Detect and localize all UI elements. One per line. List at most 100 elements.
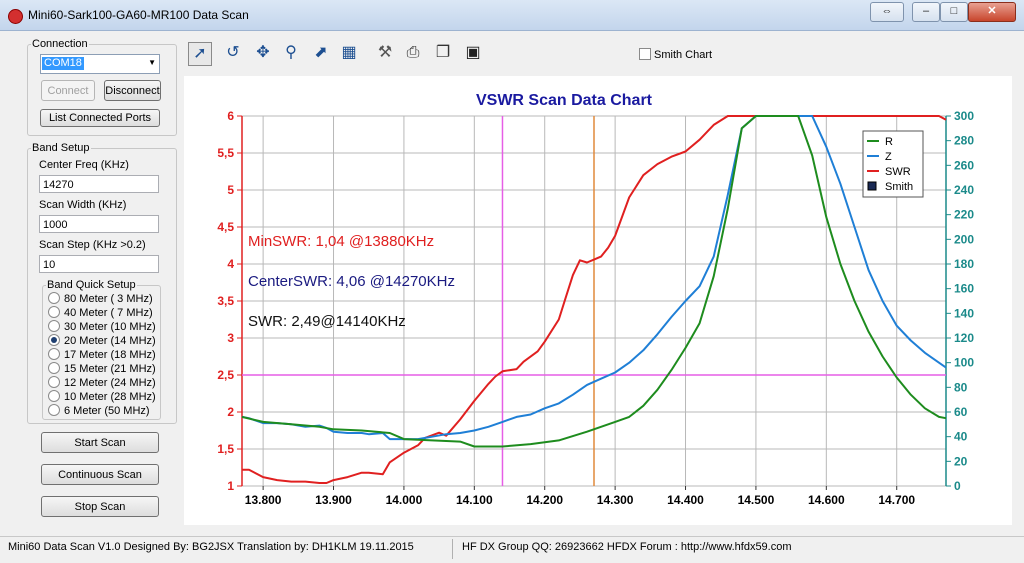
connect-button[interactable]: Connect bbox=[41, 80, 95, 101]
band-radio-17m[interactable]: 17 Meter (18 MHz) bbox=[48, 348, 198, 362]
x-tick-label: 13.900 bbox=[315, 493, 352, 507]
smith-chart-checkbox[interactable]: Smith Chart bbox=[639, 48, 712, 61]
left-tick-label: 4 bbox=[227, 257, 234, 271]
com-port-value: COM18 bbox=[42, 57, 84, 70]
right-tick-label: 80 bbox=[954, 380, 968, 394]
band-radio-15m[interactable]: 15 Meter (21 MHz) bbox=[48, 362, 198, 376]
x-tick-label: 14.600 bbox=[808, 493, 845, 507]
min-swr-annotation: MinSWR: 1,04 @13880KHz bbox=[248, 233, 434, 250]
zoom-icon[interactable]: ⚲ bbox=[285, 44, 297, 61]
title-bar: Mini60-Sark100-GA60-MR100 Data Scan ⇔ – … bbox=[0, 0, 1024, 31]
chart-area[interactable]: VSWR Scan Data Chart 1 1,5 2 2,5 3 3,5 4 4,5 5 5,5… bbox=[184, 76, 1012, 525]
band-radio-80m[interactable]: 80 Meter ( 3 MHz) bbox=[48, 292, 198, 306]
right-tick-label: 0 bbox=[954, 479, 961, 493]
legend-label-z: Z bbox=[885, 151, 892, 163]
stop-scan-button[interactable]: Stop Scan bbox=[41, 496, 159, 517]
grid-icon[interactable]: ▦ bbox=[341, 44, 357, 61]
connection-group-label: Connection bbox=[31, 38, 89, 50]
radio-button-icon bbox=[48, 348, 60, 360]
connection-group bbox=[27, 44, 177, 136]
scan-step-label: Scan Step (KHz >0.2) bbox=[39, 239, 146, 251]
x-tick-label: 13.800 bbox=[245, 493, 282, 507]
band-radio-10m[interactable]: 10 Meter (28 MHz) bbox=[48, 390, 198, 404]
band-radio-30m[interactable]: 30 Meter (10 MHz) bbox=[48, 320, 198, 334]
print-icon[interactable]: ⎙ bbox=[406, 44, 420, 61]
x-tick-label: 14.700 bbox=[878, 493, 915, 507]
series-line-r bbox=[241, 115, 947, 448]
maximize-button[interactable]: □ bbox=[940, 2, 968, 22]
right-tick-label: 300 bbox=[954, 109, 974, 123]
copy-icon[interactable]: ❐ bbox=[435, 44, 451, 61]
band-radio-12m[interactable]: 12 Meter (24 MHz) bbox=[48, 376, 198, 390]
left-tick-label: 6 bbox=[227, 109, 234, 123]
start-scan-button[interactable]: Start Scan bbox=[41, 432, 159, 453]
band-radio-20m[interactable]: 20 Meter (14 MHz) bbox=[48, 334, 198, 348]
save-icon[interactable]: ▣ bbox=[465, 44, 481, 61]
radio-button-icon bbox=[48, 306, 60, 318]
status-bar: Mini60 Data Scan V1.0 Designed By: BG2JS… bbox=[0, 536, 1024, 563]
chart-toolbar: ➚ ↺ ✥ ⚲ ⬈ ▦ ⚒ ⎙ ❐ ▣ bbox=[184, 38, 1010, 70]
radio-button-icon bbox=[48, 292, 60, 304]
radio-button-icon bbox=[48, 390, 60, 402]
list-ports-button[interactable]: List Connected Ports bbox=[40, 109, 160, 127]
center-freq-input[interactable]: 14270 bbox=[39, 175, 159, 193]
legend-label-r: R bbox=[885, 136, 893, 148]
scan-step-input[interactable]: 10 bbox=[39, 255, 159, 273]
band-radio-40m[interactable]: 40 Meter ( 7 MHz) bbox=[48, 306, 198, 320]
left-tick-label: 2,5 bbox=[217, 368, 234, 382]
right-tick-label: 260 bbox=[954, 158, 974, 172]
right-tick-label: 120 bbox=[954, 331, 974, 345]
minimize-button[interactable]: – bbox=[912, 2, 940, 22]
pan-icon[interactable]: ✥ bbox=[256, 44, 270, 61]
left-tick-label: 5,5 bbox=[217, 146, 234, 160]
cursor-swr-annotation: SWR: 2,49@14140KHz bbox=[248, 313, 406, 330]
right-tick-label: 100 bbox=[954, 356, 974, 370]
undo-icon[interactable]: ↺ bbox=[226, 44, 240, 61]
left-tick-label: 2 bbox=[227, 405, 234, 419]
scan-width-input[interactable]: 1000 bbox=[39, 215, 159, 233]
status-separator bbox=[452, 539, 453, 559]
left-tick-label: 5 bbox=[227, 183, 234, 197]
right-tick-label: 40 bbox=[954, 430, 968, 444]
continuous-scan-button[interactable]: Continuous Scan bbox=[41, 464, 159, 485]
radio-button-icon bbox=[48, 376, 60, 388]
band-setup-group-label: Band Setup bbox=[31, 142, 91, 154]
x-tick-label: 14.300 bbox=[597, 493, 634, 507]
legend-label-smith: Smith bbox=[885, 181, 913, 193]
center-freq-label: Center Freq (KHz) bbox=[39, 159, 129, 171]
disconnect-button[interactable]: Disconnect bbox=[104, 80, 161, 101]
right-tick-label: 60 bbox=[954, 405, 968, 419]
right-tick-label: 160 bbox=[954, 282, 974, 296]
export-icon[interactable]: ⬈ bbox=[314, 44, 328, 61]
close-button[interactable]: ✕ bbox=[968, 2, 1016, 22]
left-tick-label: 4,5 bbox=[217, 220, 234, 234]
center-swr-annotation: CenterSWR: 4,06 @14270KHz bbox=[248, 273, 455, 290]
radio-button-selected-icon bbox=[48, 334, 60, 346]
pointer-icon[interactable]: ➚ bbox=[188, 42, 212, 66]
left-tick-label: 3,5 bbox=[217, 294, 234, 308]
right-tick-label: 20 bbox=[954, 454, 968, 468]
series-line-swr bbox=[242, 115, 947, 484]
band-setup-group bbox=[27, 148, 177, 424]
com-port-select[interactable]: COM18 ▼ bbox=[40, 54, 160, 74]
checkbox-icon bbox=[639, 48, 651, 60]
x-tick-label: 14.500 bbox=[738, 493, 775, 507]
legend-swatch-smith bbox=[867, 181, 877, 191]
settings-icon[interactable]: ⚒ bbox=[377, 44, 393, 61]
x-tick-label: 14.100 bbox=[456, 493, 493, 507]
vswr-chart[interactable]: VSWR Scan Data Chart 1 1,5 2 2,5 3 3,5 4 4,5 5 5,5… bbox=[184, 76, 1012, 525]
x-tick-label: 14.200 bbox=[526, 493, 563, 507]
window-title: Mini60-Sark100-GA60-MR100 Data Scan bbox=[28, 8, 249, 22]
resize-icon[interactable]: ⇔ bbox=[870, 2, 904, 22]
chevron-down-icon: ▼ bbox=[148, 58, 156, 67]
radio-button-icon bbox=[48, 320, 60, 332]
x-tick-label: 14.400 bbox=[667, 493, 704, 507]
radio-button-icon bbox=[48, 404, 60, 416]
right-tick-label: 280 bbox=[954, 134, 974, 148]
app-icon[interactable] bbox=[8, 9, 23, 24]
right-tick-label: 140 bbox=[954, 306, 974, 320]
band-radio-6m[interactable]: 6 Meter (50 MHz) bbox=[48, 404, 198, 418]
status-right: HF DX Group QQ: 26923662 HFDX Forum : ht… bbox=[462, 541, 792, 553]
right-tick-label: 180 bbox=[954, 257, 974, 271]
chart-title: VSWR Scan Data Chart bbox=[476, 92, 653, 109]
